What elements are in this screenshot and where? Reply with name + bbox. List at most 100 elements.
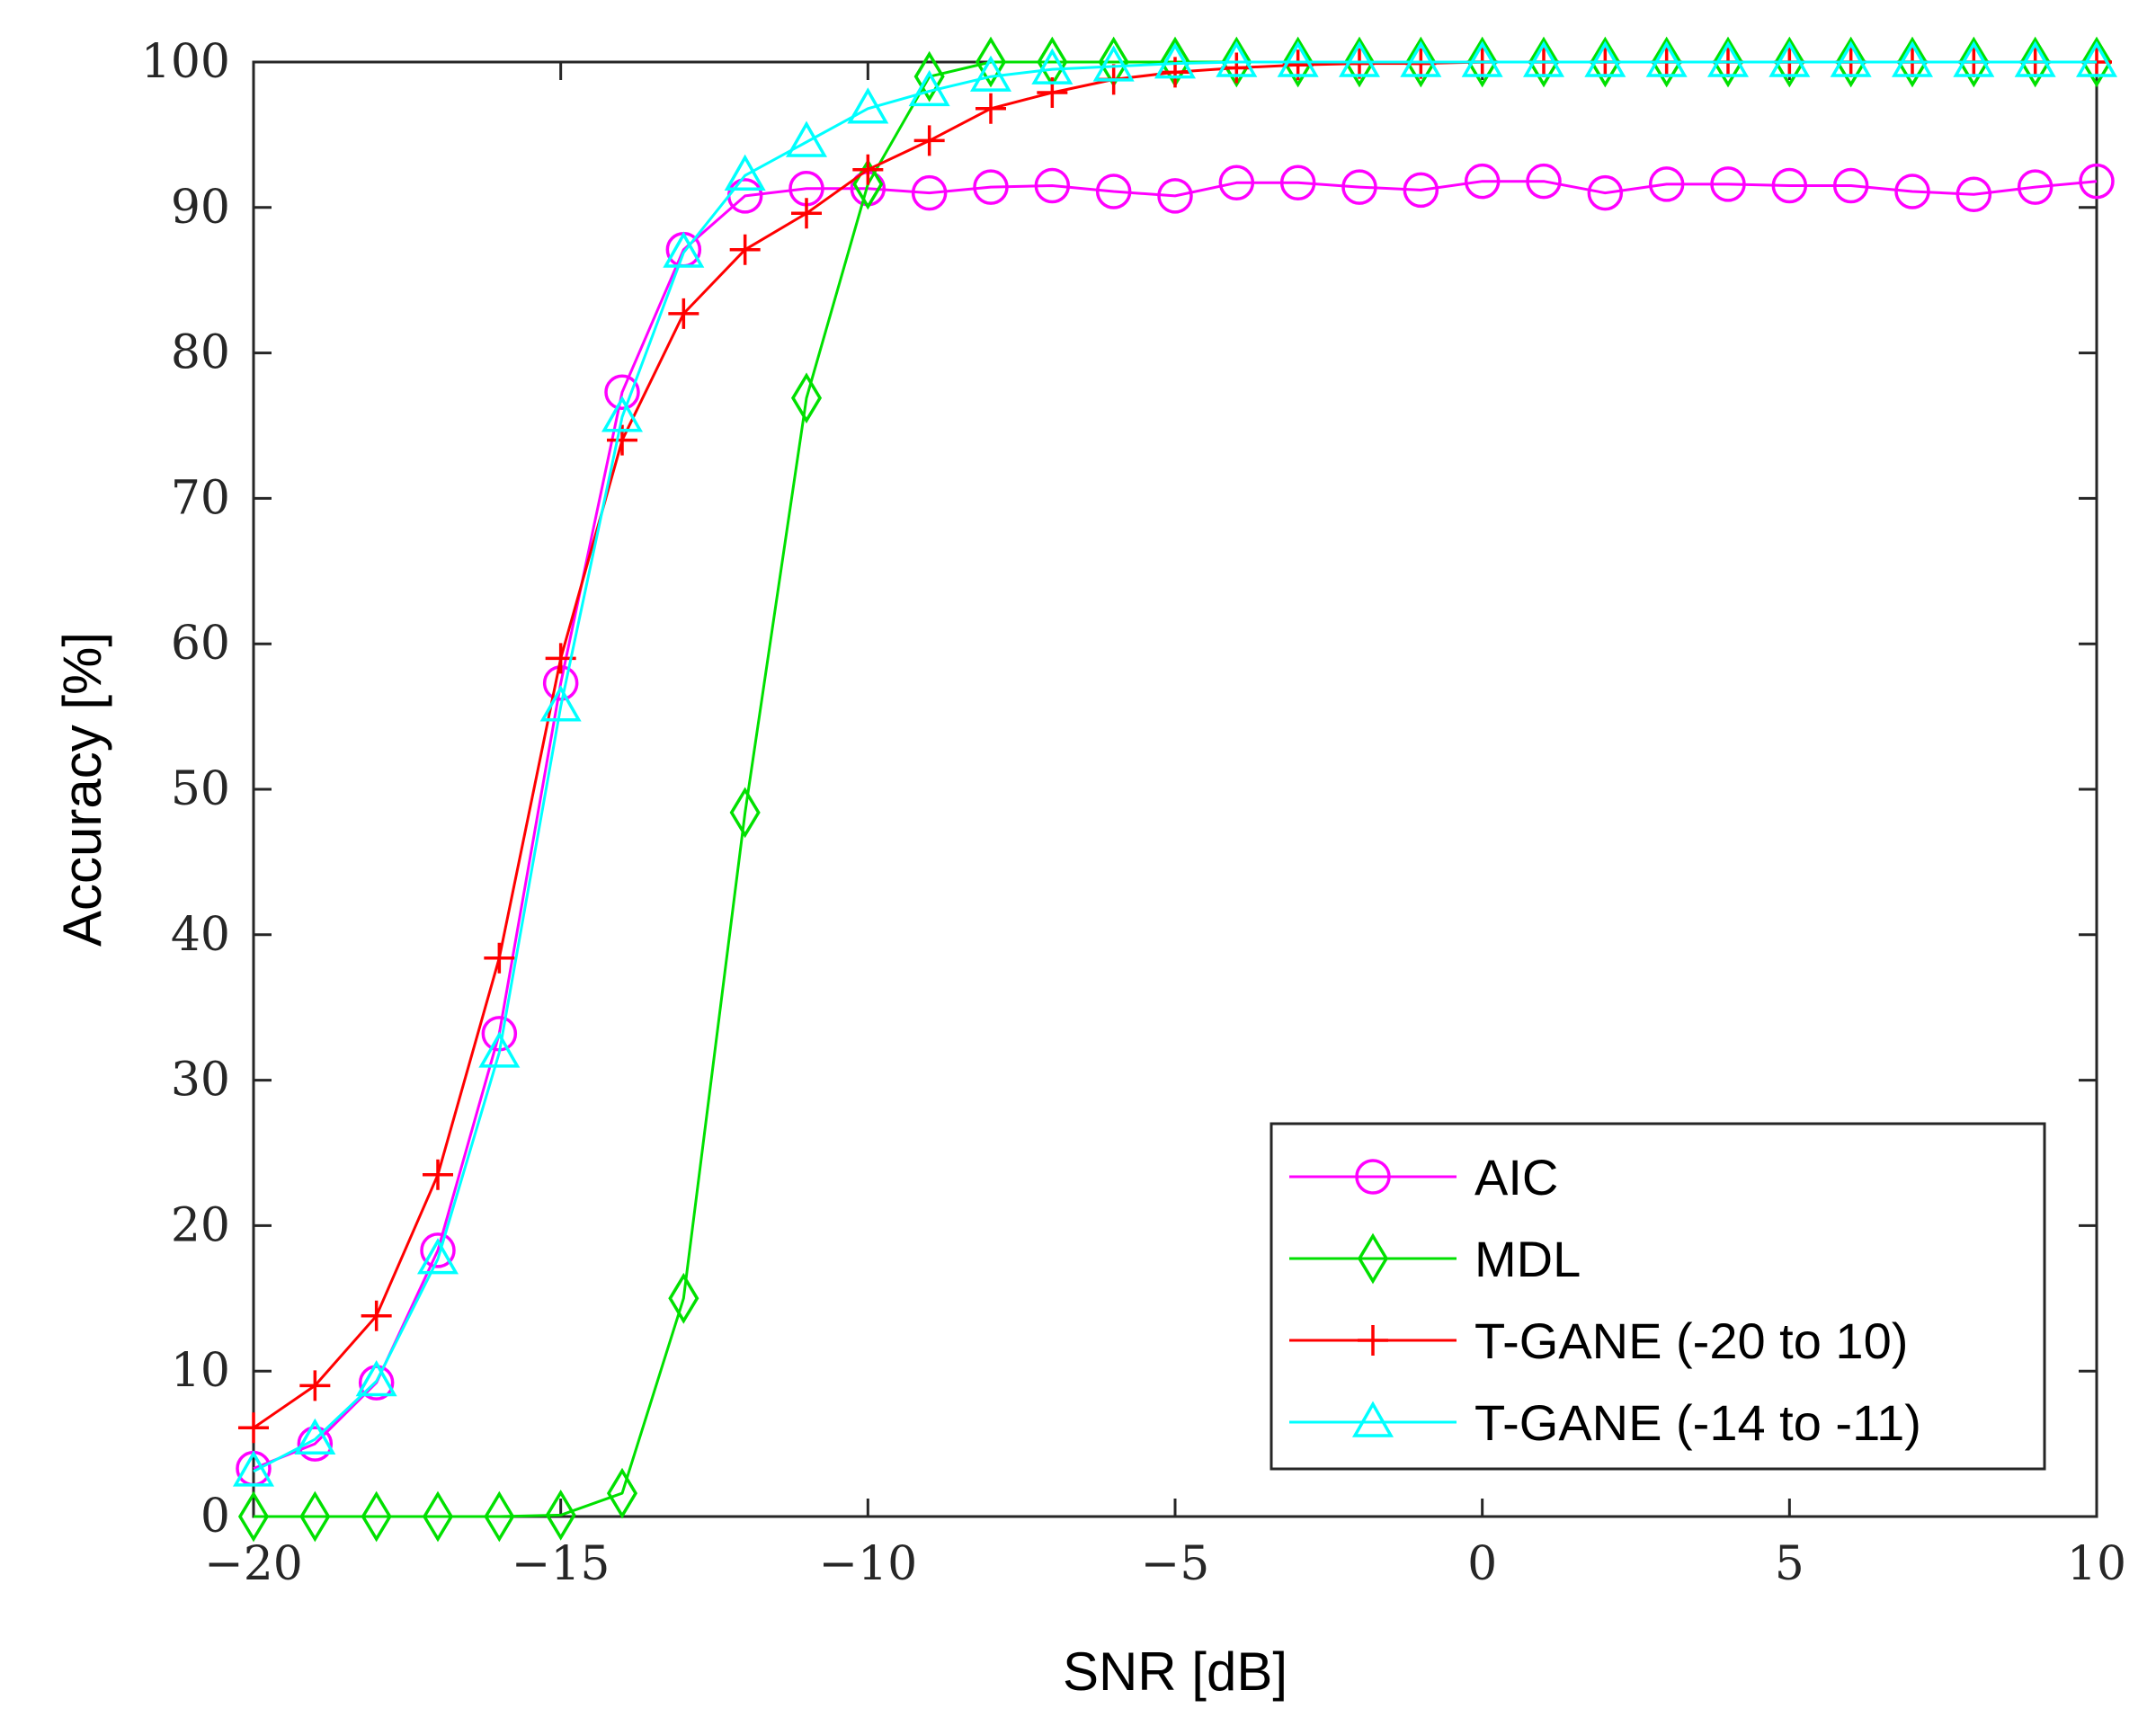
data-point-marker [1405,36,1437,88]
legend-entry: MDL [1289,1231,1581,1287]
data-point-marker [1221,52,1252,84]
data-point-marker [663,231,705,268]
y-tick-label: 90 [171,181,230,235]
y-tick-label: 10 [171,1344,230,1398]
data-point-marker [1092,45,1135,82]
data-point-marker [1160,57,1190,88]
data-point-marker [724,154,766,191]
data-point-marker [2017,169,2054,205]
data-point-marker [847,87,889,124]
data-point-marker [1031,48,1074,85]
data-point-marker [416,1238,459,1275]
data-point-marker [1338,40,1381,77]
data-point-marker [1341,169,1377,205]
data-point-marker [1279,165,1316,201]
data-point-marker [422,1490,454,1543]
data-point-marker [297,1426,334,1462]
y-tick-label: 50 [171,762,230,816]
data-point-marker [355,1359,397,1397]
series-t-gane-14-to-11 [232,40,2118,1487]
data-point-marker [913,50,945,102]
data-point-marker [1343,36,1376,88]
data-point-marker [1221,36,1252,88]
data-point-marker [729,234,761,265]
data-point-marker [1157,178,1193,214]
data-point-marker [1830,40,1872,77]
y-tick-label: 0 [200,1490,230,1544]
data-point-marker [668,1272,699,1324]
legend-entry: T-GANE (-20 to 10) [1289,1312,1908,1369]
data-point-marker [2079,163,2115,200]
data-point-marker [2014,40,2056,77]
y-tick-label: 70 [171,471,230,525]
y-tick-label: 20 [171,1198,230,1252]
legend: AIC MDL T-GANE (-20 to 10) T-GANE (-14 to -… [1270,1122,2046,1471]
series-line [253,60,2097,1473]
data-point-marker [1894,173,1930,209]
data-point-marker [1958,36,1990,88]
data-point-marker [1282,36,1314,88]
data-point-marker [232,1450,275,1487]
y-tick-label: 80 [171,326,230,380]
legend-label: AIC [1474,1149,1558,1205]
data-point-marker [976,93,1006,124]
data-point-marker [1645,40,1688,77]
data-point-marker [478,1031,521,1068]
y-tick-label: 30 [171,1054,230,1108]
data-point-marker [1034,167,1071,204]
data-point-marker [1154,42,1197,79]
data-point-marker [668,298,699,329]
data-point-marker [601,396,644,432]
x-tick-label: 0 [1467,1537,1497,1591]
data-point-marker [1648,166,1685,202]
data-point-marker [852,154,884,185]
legend-entry: AIC [1289,1149,1558,1205]
data-point-marker [785,120,828,157]
data-point-marker [969,55,1012,92]
data-point-marker [423,1159,453,1190]
data-point-marker [729,787,761,839]
data-point-marker [545,1489,576,1541]
data-point-marker [973,169,1009,205]
data-point-marker [1216,40,1258,77]
y-axis-label: Accuracy [%] [52,632,112,947]
data-point-marker [1590,36,1621,88]
data-point-marker [1400,40,1442,77]
data-point-marker [1466,36,1498,88]
data-point-marker [1277,40,1319,77]
data-point-marker [484,1490,515,1543]
data-point-marker [361,1490,392,1543]
data-point-marker [1768,40,1811,77]
data-point-marker [1712,36,1744,88]
x-axis-label: SNR [dB] [1063,1641,1287,1702]
x-tick-label: −15 [512,1537,610,1591]
data-point-marker [790,372,823,424]
data-point-marker [1403,172,1439,209]
data-point-marker [975,36,1007,88]
data-point-marker [2075,40,2118,77]
legend-marker [1357,1232,1389,1285]
data-point-marker [1464,163,1501,200]
data-point-marker [420,1232,456,1268]
legend-label: MDL [1474,1231,1581,1287]
legend-label: T-GANE (-14 to -11) [1474,1394,1921,1451]
data-point-marker [1835,36,1866,88]
x-tick-label: −20 [204,1537,303,1591]
data-point-marker [1528,36,1560,88]
data-point-marker [238,1412,269,1444]
series-layer [232,36,2118,1543]
y-tick-label: 60 [171,617,230,671]
data-point-marker [539,685,582,722]
data-point-marker [2080,36,2113,88]
y-tick-label: 100 [141,35,230,89]
y-tick-label: 40 [171,908,230,962]
data-point-marker [361,1300,392,1331]
data-point-marker [358,1365,395,1401]
data-point-marker [1774,36,1805,88]
data-point-marker [1832,167,1869,204]
legend-box [1270,1122,2046,1471]
data-point-marker [1526,163,1562,200]
legend-marker [1358,1325,1388,1356]
data-point-marker [1095,173,1132,209]
